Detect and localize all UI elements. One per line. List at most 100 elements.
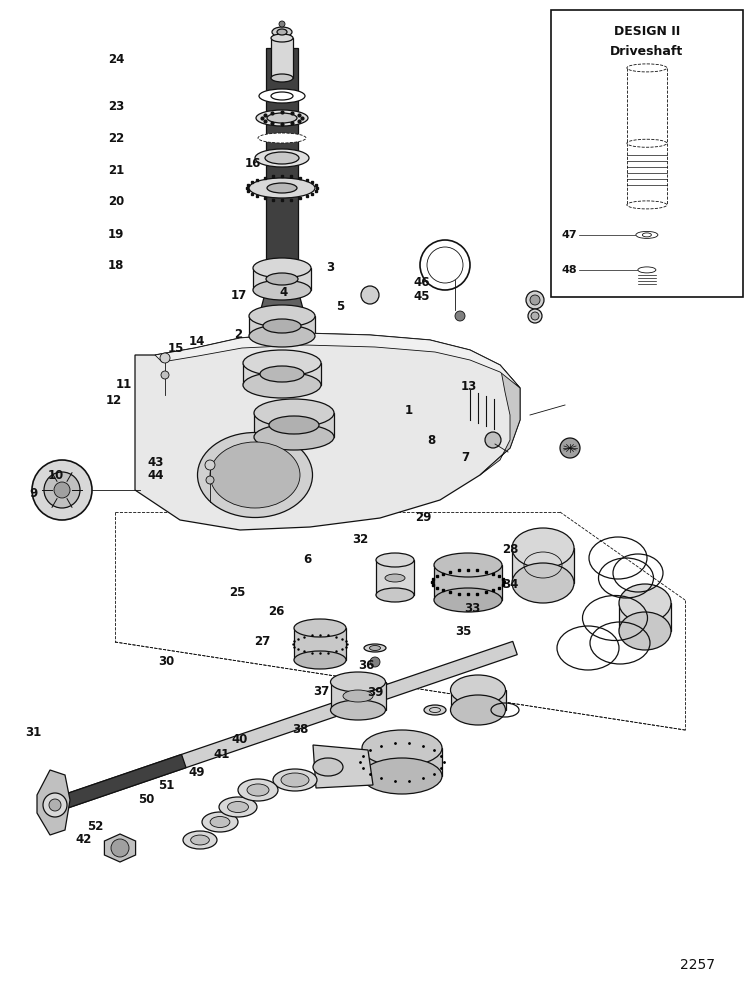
Text: 44: 44 <box>148 468 164 482</box>
Text: 18: 18 <box>108 258 124 272</box>
Bar <box>451 690 506 710</box>
Bar <box>362 748 442 776</box>
Text: 23: 23 <box>108 100 124 114</box>
Text: 31: 31 <box>25 726 41 740</box>
Ellipse shape <box>210 817 230 828</box>
Text: 40: 40 <box>232 733 248 746</box>
Text: 30: 30 <box>158 654 175 668</box>
Circle shape <box>528 309 542 323</box>
Text: 37: 37 <box>313 684 329 698</box>
Text: 33: 33 <box>464 602 481 616</box>
Ellipse shape <box>219 797 257 817</box>
Ellipse shape <box>266 273 298 285</box>
Ellipse shape <box>277 29 287 35</box>
Polygon shape <box>104 834 136 862</box>
Ellipse shape <box>249 178 315 198</box>
Circle shape <box>526 291 544 309</box>
Circle shape <box>111 839 129 857</box>
Ellipse shape <box>265 152 299 164</box>
Bar <box>254 413 334 437</box>
Ellipse shape <box>271 34 293 42</box>
Ellipse shape <box>385 574 405 582</box>
Ellipse shape <box>364 644 386 652</box>
Circle shape <box>370 657 380 667</box>
Bar <box>249 316 315 336</box>
Ellipse shape <box>210 442 300 508</box>
Ellipse shape <box>253 258 311 278</box>
Circle shape <box>485 432 501 448</box>
Ellipse shape <box>254 424 334 450</box>
Polygon shape <box>37 770 70 835</box>
Ellipse shape <box>434 553 502 577</box>
Ellipse shape <box>627 201 667 209</box>
Bar <box>331 682 386 710</box>
Text: 24: 24 <box>108 52 124 66</box>
Ellipse shape <box>512 528 574 568</box>
Circle shape <box>43 793 67 817</box>
Ellipse shape <box>271 92 293 100</box>
Ellipse shape <box>376 588 414 602</box>
Polygon shape <box>53 754 186 812</box>
Ellipse shape <box>294 651 346 669</box>
Text: 28: 28 <box>502 543 518 556</box>
Text: 25: 25 <box>230 585 246 599</box>
Text: 9: 9 <box>30 486 38 500</box>
Circle shape <box>531 312 539 320</box>
Circle shape <box>44 472 80 508</box>
Ellipse shape <box>636 232 658 239</box>
Text: 34: 34 <box>502 577 518 591</box>
Text: 7: 7 <box>461 450 469 464</box>
Text: 6: 6 <box>303 552 312 566</box>
Text: 46: 46 <box>413 275 430 289</box>
Ellipse shape <box>627 64 667 72</box>
Circle shape <box>455 311 465 321</box>
Text: 4: 4 <box>279 285 288 299</box>
Circle shape <box>54 482 70 498</box>
Text: 29: 29 <box>416 511 432 525</box>
Text: 8: 8 <box>427 434 435 447</box>
Text: 12: 12 <box>106 394 122 408</box>
Text: 43: 43 <box>148 455 164 469</box>
Polygon shape <box>53 642 517 812</box>
Bar <box>512 548 574 583</box>
Ellipse shape <box>202 812 238 832</box>
Text: 5: 5 <box>336 300 344 314</box>
Text: 2: 2 <box>235 328 242 342</box>
Text: 39: 39 <box>367 686 383 700</box>
Ellipse shape <box>249 305 315 327</box>
Text: 13: 13 <box>460 379 477 393</box>
Ellipse shape <box>362 730 442 766</box>
Ellipse shape <box>272 27 292 37</box>
Circle shape <box>361 286 379 304</box>
Polygon shape <box>155 333 520 388</box>
Text: 35: 35 <box>455 625 472 639</box>
Text: 41: 41 <box>213 747 230 761</box>
Text: 10: 10 <box>48 468 64 482</box>
Text: 52: 52 <box>87 820 104 834</box>
Text: 14: 14 <box>189 335 206 348</box>
Ellipse shape <box>227 802 248 813</box>
Circle shape <box>205 460 215 470</box>
Ellipse shape <box>255 149 309 167</box>
Ellipse shape <box>258 133 306 143</box>
Text: 51: 51 <box>158 778 175 792</box>
Ellipse shape <box>238 779 278 801</box>
Ellipse shape <box>183 831 217 849</box>
Ellipse shape <box>273 769 317 791</box>
Ellipse shape <box>254 399 334 427</box>
Text: 2257: 2257 <box>680 958 715 972</box>
Ellipse shape <box>267 113 297 123</box>
Polygon shape <box>313 745 373 788</box>
Ellipse shape <box>271 74 293 82</box>
Text: 3: 3 <box>326 260 334 274</box>
Bar <box>294 628 346 660</box>
Text: 45: 45 <box>413 290 430 304</box>
Polygon shape <box>258 290 306 320</box>
Text: 19: 19 <box>108 228 124 242</box>
Ellipse shape <box>281 773 309 787</box>
Circle shape <box>161 371 169 379</box>
Text: 47: 47 <box>562 230 577 240</box>
Ellipse shape <box>267 183 297 193</box>
Text: Driveshaft: Driveshaft <box>610 46 683 58</box>
Ellipse shape <box>627 140 667 148</box>
